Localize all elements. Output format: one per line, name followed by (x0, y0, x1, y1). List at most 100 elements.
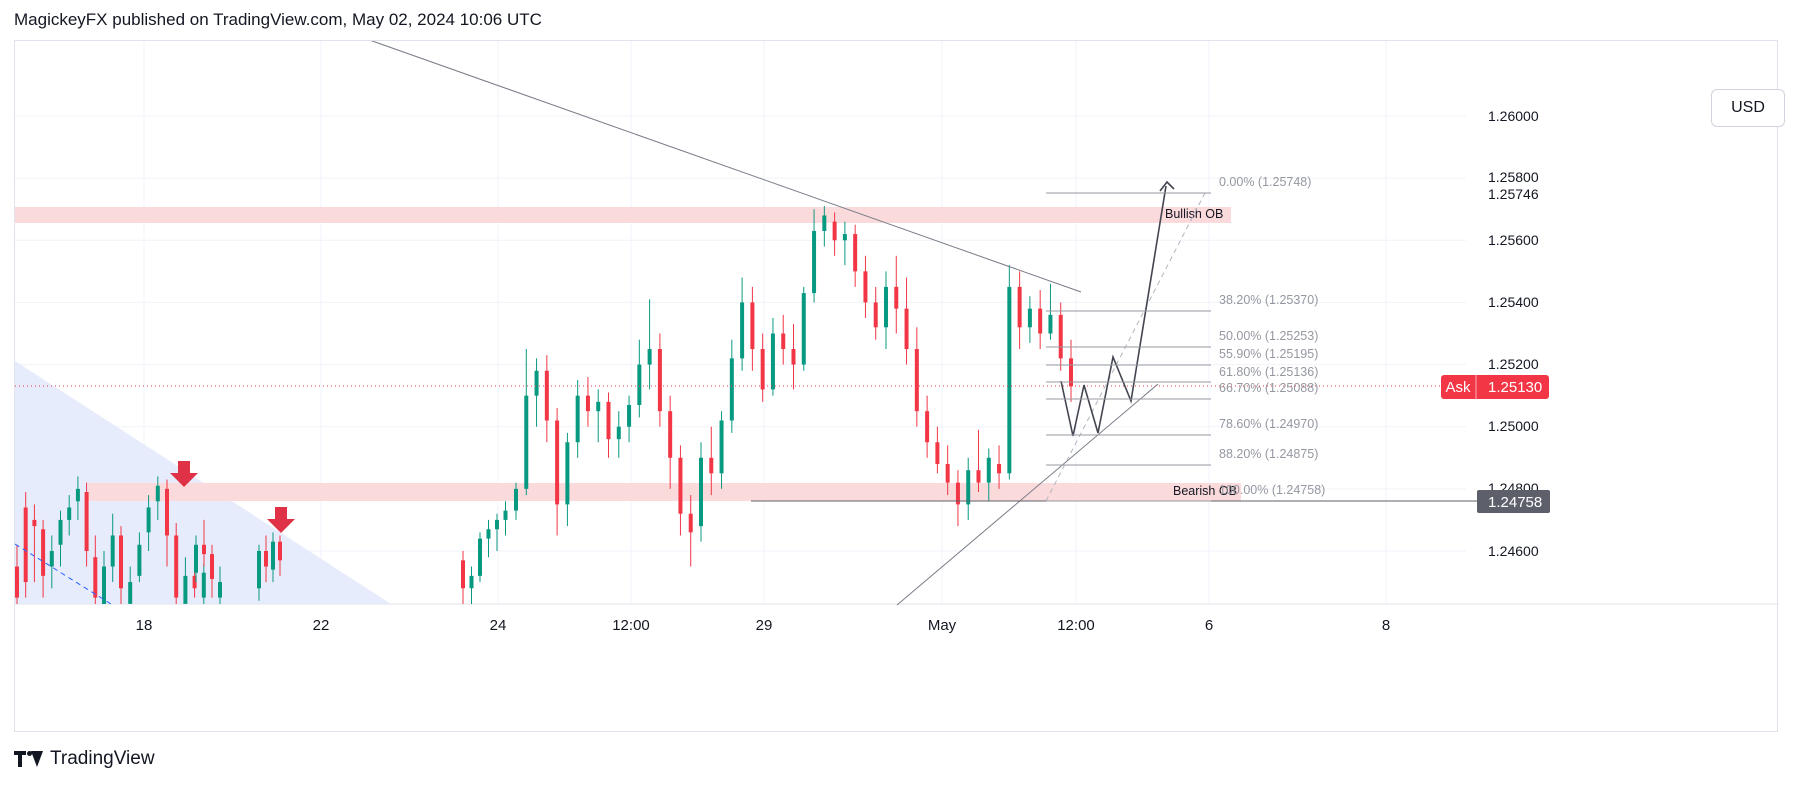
candle-body (495, 519, 499, 530)
candle-body (997, 464, 1002, 474)
candle-body (1017, 286, 1022, 328)
zones-layer: Bullish OB Bearish OB (15, 207, 1241, 604)
candles-layer (15, 206, 1073, 604)
candle-body (486, 529, 491, 539)
y-tick-label: 1.25800 (1488, 169, 1539, 185)
candle-body (49, 551, 54, 567)
candle-body (740, 302, 745, 359)
candle-body (781, 333, 786, 350)
candle-body (469, 575, 474, 589)
candle-body (709, 457, 714, 474)
x-tick-label: 22 (313, 617, 330, 634)
candle-body (155, 485, 160, 502)
candle-body (699, 457, 703, 527)
fib-level-label: 78.60% (1.24970) (1219, 417, 1318, 431)
x-tick-label: 12:00 (612, 617, 650, 634)
candle-body (137, 544, 142, 576)
candle-body (110, 535, 115, 567)
candle-body (23, 507, 28, 583)
down-arrow-icon (170, 461, 198, 487)
candle-body (904, 308, 909, 350)
fib-level-label: 100.00% (1.24758) (1219, 483, 1325, 497)
candle-body (832, 221, 837, 241)
projection-arrowhead-icon (1159, 180, 1175, 192)
candle-body (1048, 314, 1053, 334)
candle-body (647, 349, 652, 365)
ask-price-badge (1441, 375, 1549, 399)
candle-body (194, 544, 198, 573)
x-tick-label: May (928, 617, 957, 634)
ascending-trendline (896, 383, 1159, 606)
down-arrow-icon (267, 507, 295, 533)
candle-body (555, 420, 560, 505)
y-tick-label: 1.25600 (1488, 232, 1539, 248)
bearish-ob-zone (88, 483, 1241, 501)
candle-body (278, 541, 282, 561)
candle-body (812, 230, 817, 294)
candle-body (575, 395, 580, 443)
candle-body (596, 401, 601, 412)
candle-body (606, 401, 611, 440)
currency-button[interactable]: USD (1711, 89, 1785, 127)
candle-body (461, 560, 465, 589)
candle-body (67, 507, 72, 520)
candle-body (1058, 314, 1063, 359)
price-chart[interactable]: Bullish OB Bearish OB 0.00% (1.25748) 38.2… (15, 41, 1779, 733)
bullish-ob-zone (15, 207, 1231, 223)
chart-panel[interactable]: Bullish OB Bearish OB 0.00% (1.25748) 38.2… (14, 40, 1785, 733)
candle-body (914, 349, 919, 412)
candle-body (853, 234, 858, 272)
candle-body (894, 286, 899, 309)
candle-body (41, 529, 46, 576)
candle-body (873, 302, 878, 328)
y-tick-label: 1.26000 (1488, 108, 1539, 124)
y-tick-label: 1.25200 (1488, 356, 1539, 372)
candle-body (729, 358, 734, 421)
candle-body (183, 575, 188, 604)
fib-diagonal (1045, 190, 1207, 502)
candle-body (935, 442, 940, 464)
projected-path (1060, 185, 1167, 437)
candle-body (585, 395, 590, 412)
candle-body (955, 482, 960, 505)
fib-level-label: 88.20% (1.24875) (1219, 447, 1318, 461)
candle-body (15, 566, 19, 598)
marked-price-badge (1477, 490, 1550, 513)
candle-body (925, 411, 930, 443)
candle-body (210, 554, 214, 579)
candle-body (534, 370, 539, 396)
candle-body (976, 470, 981, 483)
candle-body (565, 442, 570, 505)
fibonacci-layer: 0.00% (1.25748) 38.20% (1.25370) 50.00% (1… (1046, 175, 1325, 502)
candle-body (544, 370, 549, 421)
candle-body (102, 566, 106, 604)
candle-body (75, 488, 80, 502)
candle-body (791, 349, 796, 365)
candle-body (478, 538, 482, 576)
fib-level-label: 55.90% (1.25195) (1219, 347, 1318, 361)
candle-body (1038, 308, 1043, 334)
x-tick-label: 18 (136, 617, 153, 634)
marked-price-value: 1.24758 (1488, 494, 1542, 511)
candle-body (822, 215, 827, 231)
candle-body (192, 575, 197, 589)
bearish-ob-label: Bearish OB (1173, 484, 1237, 498)
candle-body (119, 535, 123, 589)
candle-body (842, 234, 847, 241)
candle-body (58, 519, 63, 545)
fib-level-label: 0.00% (1.25748) (1219, 175, 1311, 189)
candle-body (760, 349, 765, 390)
ask-price-value: 1.25130 (1488, 379, 1542, 396)
candle-body (770, 333, 775, 390)
candle-body (616, 426, 621, 440)
triangle-zone (15, 361, 391, 604)
candle-body (657, 349, 662, 412)
candle-body (202, 544, 206, 555)
candle-body (1069, 358, 1073, 387)
candle-body (750, 302, 755, 350)
candle-body (1007, 286, 1012, 474)
candle-body (801, 293, 806, 365)
dashed-blue-line (15, 543, 112, 605)
y-tick-label: 1.25000 (1488, 418, 1539, 434)
